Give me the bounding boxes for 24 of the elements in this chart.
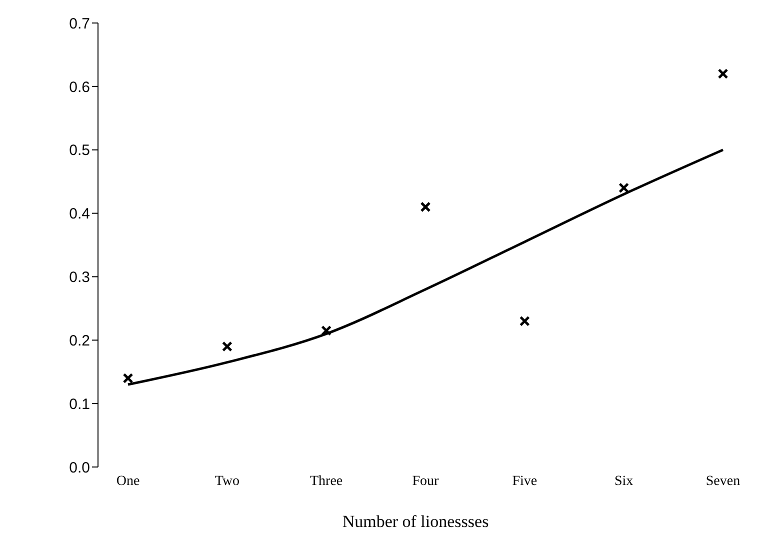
x-tick-label: Seven [706,474,740,489]
x-tick-label: Four [412,474,440,489]
x-tick-label: Three [310,474,343,489]
y-tick-label: 0.7 [69,15,90,32]
x-tick-label: Five [512,474,538,489]
point [420,202,431,212]
y-tick-label: 0.4 [69,206,90,223]
point [718,68,728,79]
point [618,182,630,194]
x-tick-label: One [116,474,140,489]
x-axis-title: Number of lionessses [342,512,489,531]
point [321,325,332,336]
point [122,372,134,384]
point [222,341,232,352]
x-tick-label: Six [614,474,634,489]
y-tick-label: 0.1 [69,396,90,413]
point [519,316,530,326]
y-tick-label: 0.0 [69,459,90,476]
y-tick-label: 0.2 [69,332,90,350]
y-tick-label: 0.3 [69,269,90,286]
line-series [126,148,724,386]
y-tick-label: 0.5 [69,142,90,160]
x-tick-label: Two [214,474,240,489]
y-tick-label: 0.6 [69,78,90,96]
